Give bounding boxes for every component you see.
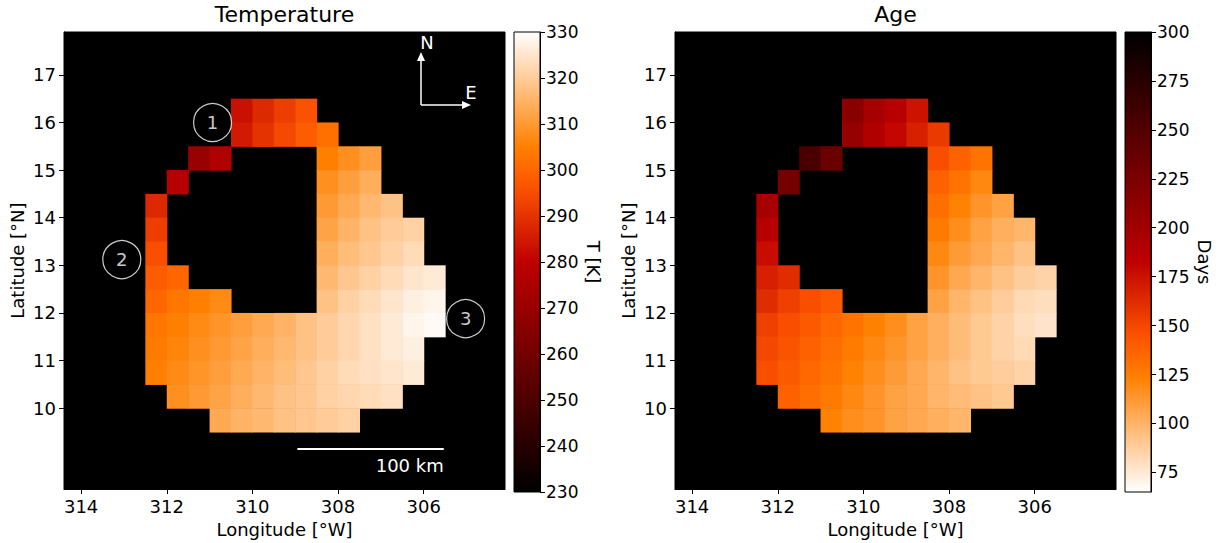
svg-text:312: 312 bbox=[761, 496, 795, 517]
svg-text:12: 12 bbox=[33, 302, 56, 323]
svg-text:10: 10 bbox=[644, 398, 667, 419]
svg-text:Temperature: Temperature bbox=[214, 2, 354, 27]
svg-text:300: 300 bbox=[546, 160, 578, 180]
svg-text:2: 2 bbox=[116, 249, 127, 270]
svg-text:125: 125 bbox=[1157, 365, 1189, 385]
svg-text:240: 240 bbox=[546, 436, 578, 456]
svg-text:13: 13 bbox=[644, 255, 667, 276]
svg-text:270: 270 bbox=[546, 298, 578, 318]
svg-text:15: 15 bbox=[644, 160, 667, 181]
svg-text:15: 15 bbox=[33, 160, 56, 181]
svg-text:16: 16 bbox=[644, 112, 667, 133]
svg-text:3: 3 bbox=[460, 308, 471, 329]
svg-text:275: 275 bbox=[1157, 71, 1189, 91]
svg-text:260: 260 bbox=[546, 344, 578, 364]
svg-text:16: 16 bbox=[33, 112, 56, 133]
svg-text:310: 310 bbox=[546, 114, 578, 134]
svg-text:175: 175 bbox=[1157, 267, 1189, 287]
svg-text:150: 150 bbox=[1157, 316, 1189, 336]
svg-text:310: 310 bbox=[235, 496, 269, 517]
svg-text:312: 312 bbox=[150, 496, 184, 517]
svg-text:314: 314 bbox=[64, 496, 98, 517]
svg-text:306: 306 bbox=[406, 496, 440, 517]
svg-text:1: 1 bbox=[207, 112, 218, 133]
svg-text:Longitude [°W]: Longitude [°W] bbox=[216, 519, 352, 540]
svg-text:250: 250 bbox=[1157, 120, 1189, 140]
svg-text:13: 13 bbox=[33, 255, 56, 276]
svg-text:75: 75 bbox=[1157, 462, 1179, 482]
svg-text:306: 306 bbox=[1017, 496, 1051, 517]
svg-text:14: 14 bbox=[33, 207, 56, 228]
svg-text:320: 320 bbox=[546, 68, 578, 88]
svg-text:230: 230 bbox=[546, 482, 578, 502]
svg-text:12: 12 bbox=[644, 302, 667, 323]
svg-text:225: 225 bbox=[1157, 169, 1189, 189]
svg-text:Latitude [°N]: Latitude [°N] bbox=[7, 202, 28, 318]
svg-text:11: 11 bbox=[33, 350, 56, 371]
svg-text:11: 11 bbox=[644, 350, 667, 371]
svg-text:Latitude [°N]: Latitude [°N] bbox=[618, 202, 639, 318]
svg-text:200: 200 bbox=[1157, 218, 1189, 238]
svg-text:100 km: 100 km bbox=[376, 455, 444, 476]
svg-text:314: 314 bbox=[675, 496, 709, 517]
svg-text:Longitude [°W]: Longitude [°W] bbox=[827, 519, 963, 540]
svg-text:308: 308 bbox=[932, 496, 966, 517]
svg-text:290: 290 bbox=[546, 206, 578, 226]
svg-text:250: 250 bbox=[546, 390, 578, 410]
svg-text:17: 17 bbox=[33, 64, 56, 85]
svg-text:280: 280 bbox=[546, 252, 578, 272]
svg-text:310: 310 bbox=[846, 496, 880, 517]
svg-text:Age: Age bbox=[874, 2, 917, 27]
svg-text:E: E bbox=[465, 82, 476, 103]
svg-text:Days: Days bbox=[1194, 240, 1215, 285]
svg-text:308: 308 bbox=[321, 496, 355, 517]
svg-text:N: N bbox=[420, 32, 433, 53]
svg-text:17: 17 bbox=[644, 64, 667, 85]
svg-text:T [K]: T [K] bbox=[583, 240, 604, 284]
svg-text:330: 330 bbox=[546, 22, 578, 42]
svg-text:100: 100 bbox=[1157, 413, 1189, 433]
svg-text:300: 300 bbox=[1157, 22, 1189, 42]
svg-text:14: 14 bbox=[644, 207, 667, 228]
svg-text:10: 10 bbox=[33, 398, 56, 419]
